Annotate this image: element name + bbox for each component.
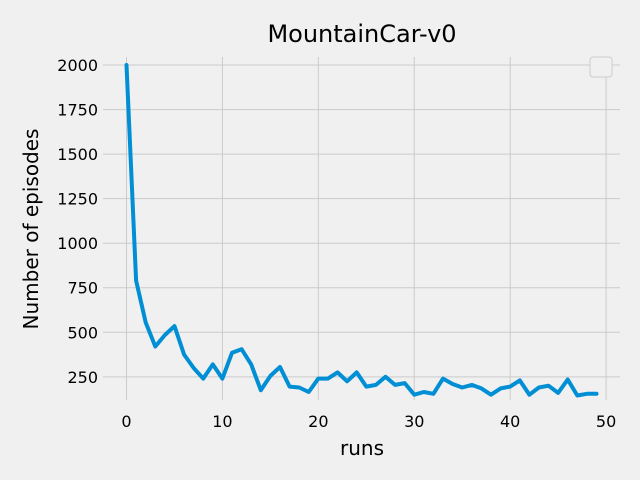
grid-lines	[103, 57, 620, 400]
chart-title: MountainCar-v0	[267, 20, 456, 48]
x-axis-label: runs	[340, 436, 384, 460]
legend-box	[589, 56, 613, 78]
y-tick-label: 1500	[57, 145, 98, 164]
y-axis-label: Number of episodes	[19, 129, 43, 330]
x-tick-label: 20	[308, 412, 328, 431]
x-tick-label: 10	[212, 412, 232, 431]
x-tick-label: 0	[121, 412, 131, 431]
episodes-line	[124, 63, 599, 398]
y-tick-label: 250	[67, 368, 98, 387]
y-tick-label: 750	[67, 279, 98, 298]
y-tick-label: 1000	[57, 234, 98, 253]
x-tick-label: 50	[596, 412, 616, 431]
y-tick-label: 1750	[57, 101, 98, 120]
x-tick-labels: 0 10 20 30 40 50	[121, 412, 616, 431]
y-tick-label: 2000	[57, 56, 98, 75]
x-tick-label: 40	[500, 412, 520, 431]
y-tick-labels: 250 500 750 1000 1250 1500 1750 2000	[57, 56, 98, 387]
y-tick-label: 500	[67, 323, 98, 342]
y-tick-label: 1250	[57, 190, 98, 209]
x-tick-label: 30	[404, 412, 424, 431]
